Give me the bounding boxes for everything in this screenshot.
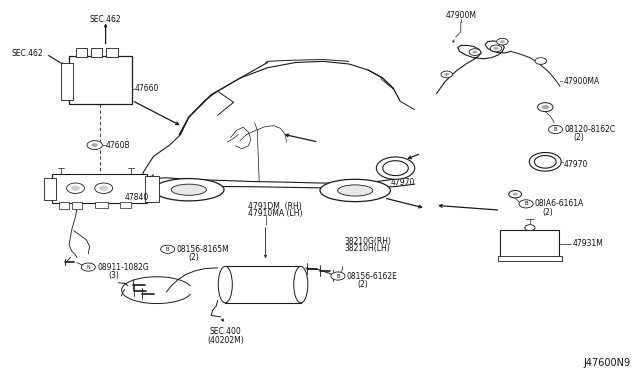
Bar: [69, 56, 132, 104]
Circle shape: [513, 193, 518, 196]
Circle shape: [493, 47, 499, 50]
Circle shape: [519, 200, 533, 208]
Bar: [498, 256, 562, 261]
Bar: [59, 202, 69, 209]
Text: SEC.462: SEC.462: [12, 49, 43, 58]
Circle shape: [71, 186, 80, 191]
Text: B: B: [524, 201, 528, 206]
Circle shape: [472, 51, 477, 54]
Text: 47900M: 47900M: [445, 11, 476, 20]
Text: 08156-8165M: 08156-8165M: [177, 245, 229, 254]
Text: (2): (2): [189, 253, 200, 262]
Bar: [225, 266, 301, 303]
Circle shape: [509, 190, 522, 198]
Text: (2): (2): [357, 280, 368, 289]
Text: 47970: 47970: [391, 178, 415, 187]
Text: 4791DM  (RH): 4791DM (RH): [248, 202, 302, 211]
Ellipse shape: [154, 179, 224, 201]
Circle shape: [99, 186, 108, 191]
Ellipse shape: [338, 185, 373, 196]
Bar: [120, 202, 131, 208]
Bar: [72, 202, 82, 209]
Circle shape: [441, 71, 452, 78]
Circle shape: [497, 38, 508, 45]
Circle shape: [161, 245, 175, 253]
Text: (40202M): (40202M): [207, 336, 244, 344]
Circle shape: [87, 141, 102, 150]
Text: B: B: [554, 127, 557, 132]
Circle shape: [490, 45, 502, 52]
Text: 47931M: 47931M: [572, 239, 603, 248]
Ellipse shape: [218, 266, 232, 303]
Ellipse shape: [320, 179, 390, 202]
Ellipse shape: [172, 184, 206, 195]
Text: 47900MA: 47900MA: [563, 77, 600, 86]
Circle shape: [541, 105, 549, 109]
Circle shape: [67, 183, 84, 193]
Bar: [44, 178, 56, 200]
Text: (3): (3): [109, 271, 120, 280]
Text: 08156-6162E: 08156-6162E: [347, 272, 397, 280]
Bar: [76, 48, 87, 57]
Text: B: B: [336, 273, 340, 279]
Ellipse shape: [294, 266, 308, 303]
Circle shape: [92, 143, 98, 147]
Circle shape: [538, 103, 553, 112]
Circle shape: [469, 49, 481, 55]
Text: 47660: 47660: [134, 84, 159, 93]
Bar: [52, 174, 147, 203]
Bar: [106, 48, 118, 57]
Text: 47910MA (LH): 47910MA (LH): [248, 209, 303, 218]
Text: 38210G(RH): 38210G(RH): [344, 237, 391, 246]
Circle shape: [500, 40, 505, 43]
Text: 47840: 47840: [125, 193, 149, 202]
Bar: [61, 63, 73, 100]
Text: B: B: [166, 247, 170, 252]
Text: SEC.400: SEC.400: [209, 327, 241, 336]
Text: (2): (2): [573, 133, 584, 142]
Bar: [500, 230, 559, 257]
Circle shape: [331, 272, 345, 280]
Bar: [91, 48, 102, 57]
Text: J47600N9: J47600N9: [583, 358, 630, 368]
Text: 08911-1082G: 08911-1082G: [97, 263, 149, 272]
Circle shape: [548, 125, 563, 134]
Circle shape: [81, 263, 95, 271]
Circle shape: [444, 73, 449, 76]
Text: SEC.462: SEC.462: [90, 15, 122, 24]
Text: 08120-8162C: 08120-8162C: [564, 125, 616, 134]
Text: 08IA6-6161A: 08IA6-6161A: [534, 199, 584, 208]
Bar: [145, 176, 159, 202]
Text: N: N: [86, 264, 90, 270]
Bar: [95, 202, 108, 208]
Text: 38210H(LH): 38210H(LH): [344, 244, 390, 253]
Text: 4760B: 4760B: [106, 141, 130, 150]
Circle shape: [95, 183, 113, 193]
Circle shape: [535, 58, 547, 64]
Text: 47970: 47970: [563, 160, 588, 169]
Circle shape: [525, 225, 535, 231]
Text: (2): (2): [543, 208, 554, 217]
